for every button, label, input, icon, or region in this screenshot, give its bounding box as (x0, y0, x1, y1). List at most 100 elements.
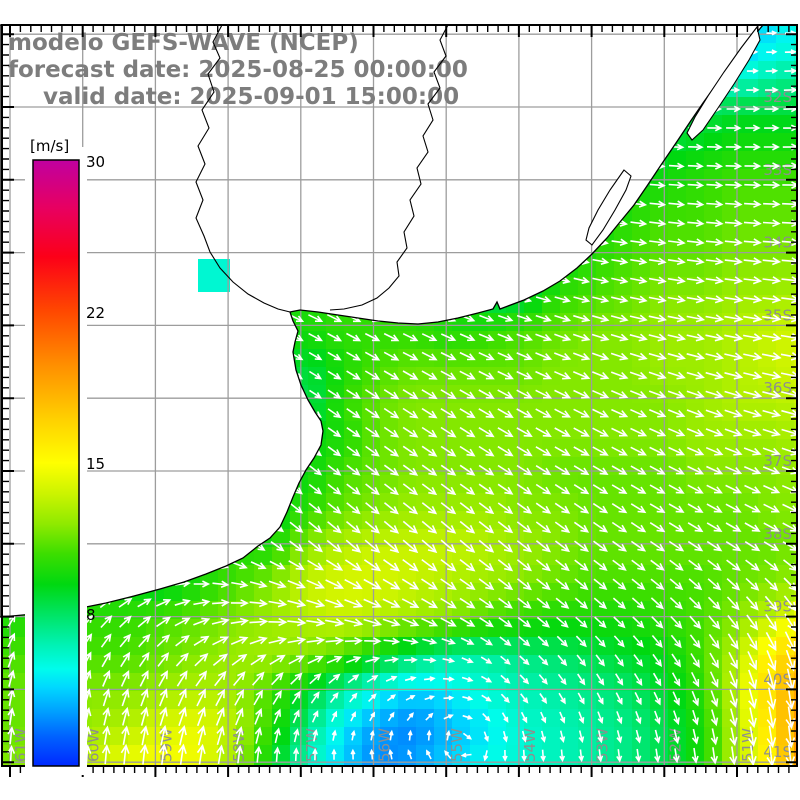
field-cell (740, 421, 758, 439)
field-cell (740, 637, 758, 655)
field-cell (398, 493, 416, 511)
field-cell (650, 691, 668, 709)
field-cell (470, 745, 488, 763)
field-cell (542, 349, 560, 367)
field-cell (398, 385, 416, 403)
field-cell (182, 601, 200, 619)
field-cell (488, 349, 506, 367)
field-cell (686, 277, 704, 295)
field-cell (794, 511, 797, 529)
field-cell (128, 637, 146, 655)
field-cell (560, 511, 578, 529)
field-cell (758, 439, 776, 457)
field-cell (776, 205, 794, 223)
field-cell (308, 565, 326, 583)
field-cell (758, 763, 776, 766)
field-cell (218, 673, 236, 691)
field-cell (776, 97, 794, 115)
field-cell (668, 187, 686, 205)
field-cell (434, 727, 452, 745)
field-cell (254, 763, 272, 766)
field-cell (398, 349, 416, 367)
field-cell (794, 655, 797, 673)
field-cell (272, 673, 290, 691)
field-cell (416, 673, 434, 691)
field-cell (308, 691, 326, 709)
field-cell (416, 529, 434, 547)
field-cell (272, 619, 290, 637)
field-cell (596, 493, 614, 511)
field-cell (524, 655, 542, 673)
field-cell (398, 727, 416, 745)
field-cell (686, 583, 704, 601)
field-cell (560, 475, 578, 493)
field-cell (542, 529, 560, 547)
field-cell (596, 421, 614, 439)
field-cell (452, 547, 470, 565)
field-cell (164, 745, 182, 763)
field-cell (452, 637, 470, 655)
field-cell (416, 727, 434, 745)
field-cell (632, 619, 650, 637)
lat-label: 35S (763, 306, 792, 324)
field-cell (128, 655, 146, 673)
field-cell (164, 727, 182, 745)
field-cell (452, 673, 470, 691)
field-cell (614, 619, 632, 637)
field-cell (182, 727, 200, 745)
field-cell (740, 349, 758, 367)
field-cell (650, 241, 668, 259)
field-cell (488, 475, 506, 493)
field-cell (776, 151, 794, 169)
field-cell (740, 367, 758, 385)
field-cell (632, 763, 650, 766)
field-cell (722, 205, 740, 223)
field-cell (614, 511, 632, 529)
field-cell (740, 241, 758, 259)
field-cell (524, 385, 542, 403)
field-cell (452, 763, 470, 766)
field-cell (632, 223, 650, 241)
field-cell (308, 727, 326, 745)
field-cell (344, 493, 362, 511)
lon-label: 60W (85, 728, 103, 762)
field-cell (182, 745, 200, 763)
field-cell (434, 691, 452, 709)
field-cell (794, 565, 797, 583)
field-cell (776, 547, 794, 565)
field-cell (488, 637, 506, 655)
field-cell (488, 313, 506, 331)
field-cell (434, 331, 452, 349)
field-cell (632, 259, 650, 277)
field-cell (434, 511, 452, 529)
field-cell (254, 583, 272, 601)
field-cell (686, 241, 704, 259)
field-cell (470, 709, 488, 727)
field-cell (758, 169, 776, 187)
field-cell (614, 439, 632, 457)
field-cell (452, 367, 470, 385)
field-cell (488, 673, 506, 691)
field-cell (308, 529, 326, 547)
field-cell (452, 709, 470, 727)
field-cell (524, 763, 542, 766)
field-cell (560, 277, 578, 295)
field-cell (164, 655, 182, 673)
field-cell (704, 367, 722, 385)
field-cell (470, 691, 488, 709)
field-cell (416, 745, 434, 763)
field-cell (596, 511, 614, 529)
field-cell (272, 727, 290, 745)
field-cell (470, 367, 488, 385)
field-cell (254, 565, 272, 583)
field-cell (290, 763, 308, 766)
field-cell (542, 763, 560, 766)
field-cell (740, 259, 758, 277)
field-cell (218, 565, 236, 583)
field-cell (344, 403, 362, 421)
field-cell (200, 583, 218, 601)
field-cell (488, 727, 506, 745)
field-cell (776, 241, 794, 259)
field-cell (362, 439, 380, 457)
